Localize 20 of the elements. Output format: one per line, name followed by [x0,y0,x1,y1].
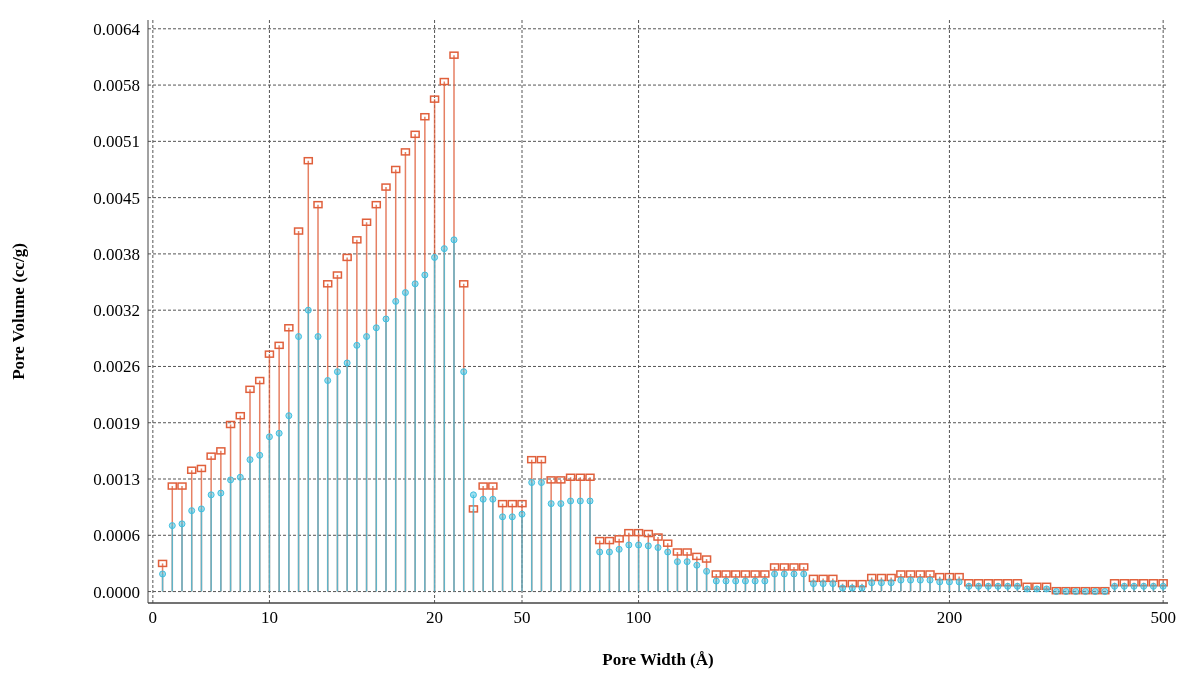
y-tick-label: 0.0051 [93,132,140,152]
y-tick-label: 0.0013 [93,470,140,490]
x-tick-label: 100 [625,608,652,628]
x-tick-label: 500 [1150,608,1176,628]
x-tick-label: 20 [426,608,444,628]
y-tick-label: 0.0058 [93,76,140,96]
y-tick-label: 0.0019 [93,413,140,433]
x-tick-label: 10 [260,608,278,628]
y-tick-label: 0.0045 [93,188,140,208]
x-tick-label: 0 [148,608,158,628]
y-tick-label: 0.0000 [93,582,140,602]
x-tick-label: 50 [513,608,531,628]
y-tick-label: 0.0032 [93,301,140,321]
y-tick-label: 0.0038 [93,244,140,264]
y-tick-label: 0.0026 [93,357,140,377]
x-tick-label: 200 [936,608,963,628]
y-tick-label: 0.0064 [93,19,141,39]
y-tick-label: 0.0006 [93,526,140,546]
y-axis-title: Pore Volume (cc/g) [9,243,29,380]
x-axis-title: Pore Width (Å) [602,650,714,669]
